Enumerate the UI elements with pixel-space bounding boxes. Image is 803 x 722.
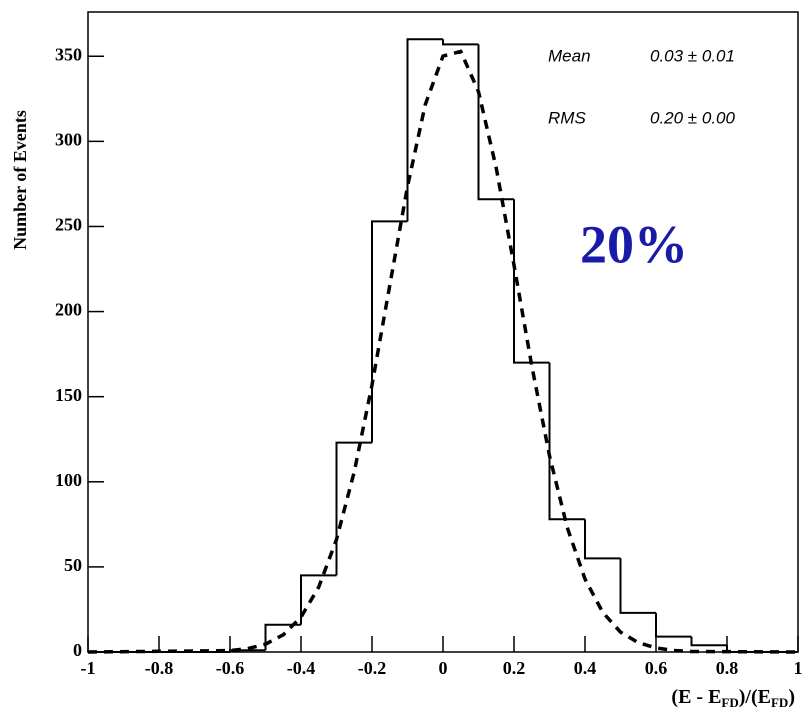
histogram-bar [548, 362, 585, 521]
label-part: ) [788, 686, 795, 708]
x-tick-label: -0.4 [287, 658, 316, 678]
y-tick-label: 200 [55, 300, 82, 320]
stat-value: 0.20 ± 0.00 [650, 108, 735, 127]
histogram-bar [619, 558, 656, 614]
y-tick-label: 350 [55, 44, 82, 64]
stat-name: Mean [548, 46, 591, 65]
x-tick-label: 0.8 [716, 658, 739, 678]
histogram-bar [406, 38, 443, 222]
y-axis-label: Number of Events [10, 110, 30, 250]
annotation: 20% [580, 214, 688, 274]
y-tick-label: 250 [55, 215, 82, 235]
histogram-bar [300, 574, 337, 625]
x-tick-label: -0.6 [216, 658, 245, 678]
x-tick-label: -1 [81, 658, 96, 678]
histogram-bar [655, 612, 692, 638]
histogram-bar [264, 623, 301, 651]
x-tick-label: 0.4 [574, 658, 597, 678]
x-tick-label: 1 [794, 658, 803, 678]
stat-value: 0.03 ± 0.01 [650, 46, 735, 65]
histogram-bar [335, 441, 372, 576]
histogram-bar [229, 649, 266, 652]
histogram-bar [690, 636, 727, 647]
x-tick-label: 0 [439, 658, 448, 678]
x-tick-label: 0.2 [503, 658, 526, 678]
y-tick-label: 50 [64, 555, 82, 575]
subscript: FD [721, 695, 738, 710]
x-axis-label: (E - EFD)/(EFD) [671, 686, 795, 710]
subscript: FD [771, 695, 788, 710]
histogram-bar [584, 519, 621, 560]
label-part: (E - E [671, 686, 721, 708]
stat-name: RMS [548, 108, 586, 127]
y-tick-label: 300 [55, 129, 82, 149]
x-tick-label: -0.8 [145, 658, 174, 678]
fit-curve [87, 49, 799, 654]
x-tick-label: 0.6 [645, 658, 668, 678]
x-tick-label: -0.2 [358, 658, 387, 678]
y-tick-label: 150 [55, 385, 82, 405]
histogram-bar [442, 39, 479, 46]
label-part: )/(E [739, 686, 771, 708]
histogram-bar [513, 199, 550, 364]
y-tick-label: 0 [73, 640, 82, 660]
y-tick-label: 100 [55, 470, 82, 490]
histogram-bar [371, 220, 408, 443]
